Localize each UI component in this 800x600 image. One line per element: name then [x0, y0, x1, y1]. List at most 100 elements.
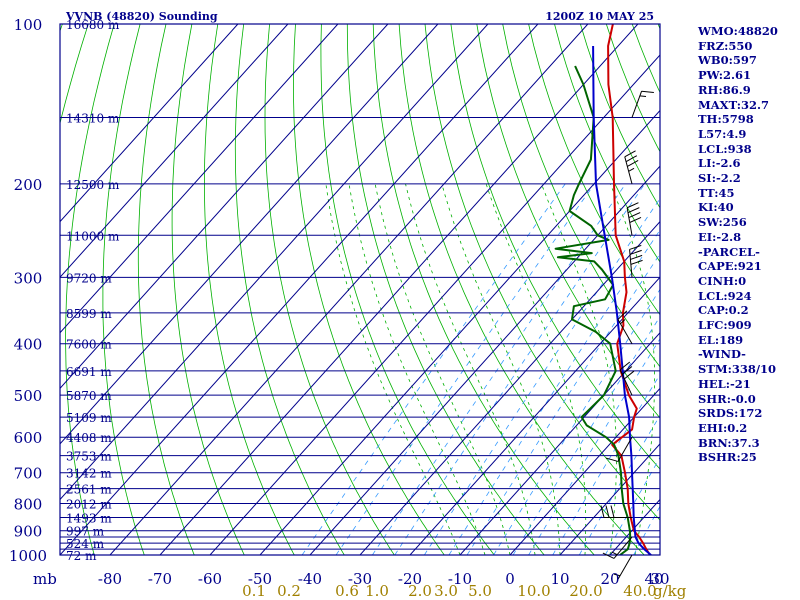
index-label: CAPE	[698, 259, 734, 274]
pressure-tick-label: 800	[14, 496, 43, 514]
index-row: BRN:37.3	[698, 436, 778, 451]
pressure-tick-label: 300	[14, 269, 43, 287]
index-value: 256	[722, 215, 747, 230]
height-label: 1493 m	[66, 512, 112, 526]
index-value: 338/10	[731, 362, 777, 377]
index-value: 597	[732, 53, 757, 68]
mixing-ratio-label: 0.6	[335, 582, 359, 600]
dewpoint-curve	[554, 65, 632, 555]
index-value: 0.2	[727, 420, 748, 435]
wind-barb	[605, 436, 633, 462]
index-label: TT	[698, 185, 715, 200]
index-label: CINH	[698, 273, 734, 288]
pressure-tick-label: 100	[14, 16, 43, 34]
wind-barb	[631, 90, 654, 118]
index-value: 921	[737, 259, 762, 274]
index-separator: :	[733, 259, 738, 274]
index-separator: :	[724, 303, 729, 318]
index-separator: :	[723, 318, 728, 333]
mixing-ratio-label: 3.0	[434, 582, 458, 600]
temperature-tick-label: -20	[398, 570, 422, 588]
pressure-tick-label: 600	[14, 429, 43, 447]
index-row: MAXT:32.7	[698, 98, 778, 113]
index-label: LI	[698, 156, 712, 171]
wind-barb	[602, 536, 633, 559]
index-row: TH:5798	[698, 112, 778, 127]
index-row: SHR:-0.0	[698, 392, 778, 407]
height-label: 9720 m	[66, 271, 112, 285]
parcel-curve	[592, 45, 652, 555]
valid-time: 1200Z 10 MAY 25	[545, 10, 654, 23]
height-label: 997 m	[66, 525, 105, 539]
index-value: 172	[738, 406, 763, 421]
index-label: STM	[698, 362, 728, 377]
isotherm	[60, 24, 489, 501]
height-label: 7600 m	[66, 338, 112, 352]
index-row: CAP:0.2	[698, 303, 778, 318]
wind-barb	[600, 505, 632, 519]
isotherm	[60, 24, 339, 334]
pressure-tick-label: 500	[14, 387, 43, 405]
height-label: 11000 m	[66, 229, 120, 243]
index-separator: :	[723, 420, 728, 435]
index-row: KI:40	[698, 200, 778, 215]
isotherm	[159, 24, 639, 555]
height-label: 524 m	[66, 537, 105, 551]
pressure-tick-label: 700	[14, 465, 43, 483]
temperature-tick-label: -10	[448, 570, 472, 588]
temperature-tick-label: -40	[298, 570, 322, 588]
moist-adiabat	[374, 183, 511, 555]
index-value: -2.2	[715, 171, 741, 186]
index-separator: :	[713, 200, 718, 215]
index-row: EI:-2.8	[698, 230, 778, 245]
mixing-ratio-label: 2.0	[408, 582, 432, 600]
index-row: HEL:-21	[698, 377, 778, 392]
index-label: SRDS	[698, 406, 735, 421]
index-row: SI:-2.2	[698, 171, 778, 186]
mixing-ratio-label: 10.0	[517, 582, 550, 600]
index-row: CAPE:921	[698, 259, 778, 274]
isotherm	[509, 387, 660, 555]
isotherm	[60, 24, 389, 390]
index-row: RH:86.9	[698, 83, 778, 98]
wind-barb	[624, 150, 639, 184]
mixing-ratio-label: 0.2	[277, 582, 301, 600]
mixing-ratio-unit: g/kg	[653, 582, 687, 600]
index-value: 4.9	[726, 126, 747, 141]
index-separator: :	[727, 362, 732, 377]
index-value: 40	[717, 200, 734, 215]
moist-adiabat	[485, 183, 587, 555]
isotherm	[409, 276, 660, 555]
index-label: EHI	[698, 420, 724, 435]
index-label: LCL	[698, 141, 724, 156]
index-label: SI	[698, 171, 712, 186]
index-separator: :	[724, 38, 729, 53]
index-row: -WIND-	[698, 347, 778, 362]
index-separator: :	[728, 53, 733, 68]
index-label: PW	[698, 68, 719, 83]
index-row: LCL:924	[698, 289, 778, 304]
height-label: 4408 m	[66, 431, 112, 445]
mixing-ratio-label: 0.1	[242, 582, 266, 600]
index-value: -0.0	[730, 391, 756, 406]
temperature-curve	[607, 24, 651, 555]
wind-barb	[613, 554, 633, 580]
index-row: EL:189	[698, 333, 778, 348]
index-row: SRDS:172	[698, 406, 778, 421]
index-value: 45	[718, 185, 735, 200]
index-label: WMO	[698, 24, 734, 38]
index-separator: :	[725, 376, 730, 391]
temperature-tick-label: -50	[248, 570, 272, 588]
index-value: 2.61	[723, 68, 752, 83]
index-label: BRN	[698, 435, 728, 450]
index-label: LFC	[698, 318, 724, 333]
mixing-ratio-line	[448, 229, 660, 555]
index-value: 924	[727, 288, 752, 303]
index-row: LCL:938	[698, 142, 778, 157]
plot-frame	[59, 23, 661, 556]
index-label: FRZ	[698, 38, 725, 53]
temperature-tick-label: -60	[198, 570, 222, 588]
index-row: STM:338/10	[698, 362, 778, 377]
height-label: 8599 m	[66, 307, 112, 321]
